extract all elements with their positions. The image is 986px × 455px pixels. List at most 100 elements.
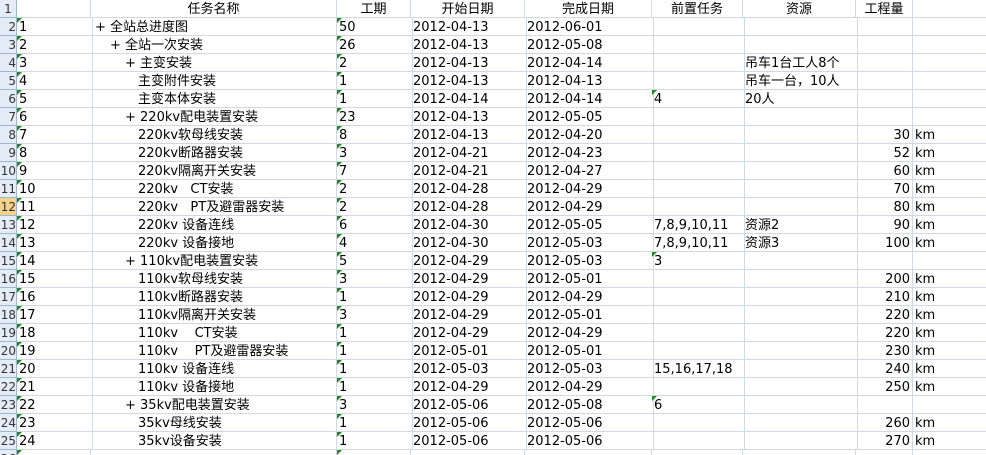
cell-unit[interactable]: km (913, 342, 986, 360)
cell-id[interactable]: 20 (17, 360, 93, 378)
cell-resources[interactable] (743, 432, 858, 450)
cell-id[interactable]: 23 (17, 414, 93, 432)
cell-unit[interactable]: km (913, 180, 986, 198)
cell-task-name[interactable]: 110kv 设备连线 (91, 360, 337, 378)
row-header[interactable]: 11 (0, 180, 17, 198)
cell-start-date[interactable]: 2012-04-29 (411, 306, 527, 324)
cell-quantity[interactable]: 70 (856, 180, 913, 198)
expand-plus-icon[interactable]: + (125, 254, 141, 269)
cell-task-name[interactable]: 220kv 设备连线 (91, 216, 337, 234)
cell-quantity[interactable] (856, 72, 913, 90)
cell-start-date[interactable]: 2012-04-29 (411, 252, 527, 270)
cell-task-name[interactable]: 35kv母线安装 (91, 414, 337, 432)
cell-resources[interactable] (743, 306, 858, 324)
cell-duration[interactable] (337, 450, 411, 455)
cell-id[interactable]: 22 (17, 396, 93, 414)
cell-resources[interactable] (743, 252, 858, 270)
row-header[interactable]: 1 (0, 0, 17, 18)
cell-id[interactable]: 10 (17, 180, 93, 198)
cell-resources[interactable]: 20人 (743, 90, 858, 108)
cell-predecessors[interactable] (652, 144, 745, 162)
cell-duration[interactable]: 7 (337, 162, 413, 180)
cell-id[interactable]: 13 (17, 234, 93, 252)
row-header[interactable]: 22 (0, 378, 17, 396)
cell-task-name[interactable]: 35kv设备安装 (91, 432, 337, 450)
cell-duration[interactable]: 1 (337, 360, 413, 378)
cell-resources[interactable] (743, 162, 858, 180)
cell-quantity[interactable]: 52 (856, 144, 913, 162)
cell-resources[interactable] (743, 414, 858, 432)
cell-resources[interactable] (743, 108, 858, 126)
row-header[interactable]: 3 (0, 36, 17, 54)
cell-task-name[interactable]: 110kv软母线安装 (91, 270, 337, 288)
cell-duration[interactable]: 1 (337, 324, 413, 342)
cell-start-date[interactable]: 2012-04-21 (411, 144, 527, 162)
cell-quantity[interactable]: 90 (856, 216, 913, 234)
cell-duration[interactable]: 23 (337, 108, 413, 126)
cell-quantity[interactable]: 60 (856, 162, 913, 180)
cell-resources[interactable] (743, 270, 858, 288)
cell-duration[interactable]: 2 (337, 198, 413, 216)
cell-unit[interactable]: km (913, 234, 986, 252)
cell-predecessors[interactable] (652, 378, 745, 396)
cell-start-date[interactable] (411, 450, 525, 455)
cell-end-date[interactable]: 2012-04-29 (525, 288, 654, 306)
cell-unit[interactable] (913, 54, 986, 72)
cell-predecessors[interactable] (652, 432, 745, 450)
cell-unit[interactable]: km (913, 198, 986, 216)
cell-unit[interactable] (913, 108, 986, 126)
cell-duration[interactable]: 1 (337, 288, 413, 306)
expand-plus-icon[interactable]: + (125, 398, 141, 413)
cell-quantity[interactable] (856, 252, 913, 270)
cell-predecessors[interactable] (652, 306, 745, 324)
row-header[interactable]: 4 (0, 54, 17, 72)
header-cell-i[interactable] (913, 0, 986, 18)
row-header[interactable]: 17 (0, 288, 17, 306)
cell-resources[interactable] (743, 324, 858, 342)
cell-unit[interactable]: km (913, 378, 986, 396)
cell-end-date[interactable]: 2012-05-01 (525, 306, 654, 324)
row-header[interactable]: 21 (0, 360, 17, 378)
cell-predecessors[interactable]: 3 (652, 252, 745, 270)
cell-end-date[interactable]: 2012-04-29 (525, 198, 654, 216)
cell-predecessors[interactable] (652, 324, 745, 342)
cell-resources[interactable] (743, 342, 858, 360)
cell-unit[interactable]: km (913, 126, 986, 144)
cell-quantity[interactable]: 30 (856, 126, 913, 144)
cell-start-date[interactable]: 2012-04-28 (411, 180, 527, 198)
cell-end-date[interactable]: 2012-05-05 (525, 216, 654, 234)
cell-start-date[interactable]: 2012-04-29 (411, 270, 527, 288)
cell-unit[interactable] (913, 396, 986, 414)
cell-end-date[interactable]: 2012-04-27 (525, 162, 654, 180)
cell-task-name[interactable]: 220kv隔离开关安装 (91, 162, 337, 180)
cell-resources[interactable] (743, 378, 858, 396)
cell-quantity[interactable]: 230 (856, 342, 913, 360)
cell-predecessors[interactable] (652, 180, 745, 198)
cell-quantity[interactable] (856, 54, 913, 72)
cell-predecessors[interactable] (652, 162, 745, 180)
cell-duration[interactable]: 1 (337, 90, 413, 108)
cell-id[interactable]: 6 (17, 108, 93, 126)
cell-task-name[interactable]: 110kv CT安装 (91, 324, 337, 342)
cell-end-date[interactable] (525, 450, 652, 455)
cell-duration[interactable]: 2 (337, 54, 413, 72)
cell-id[interactable]: 5 (17, 90, 93, 108)
cell-predecessors[interactable] (652, 450, 743, 455)
cell-duration[interactable]: 2 (337, 180, 413, 198)
row-header[interactable]: 6 (0, 90, 17, 108)
row-header[interactable]: 16 (0, 270, 17, 288)
cell-end-date[interactable]: 2012-05-01 (525, 270, 654, 288)
cell-task-name[interactable]: 110kv隔离开关安装 (91, 306, 337, 324)
cell-quantity[interactable]: 260 (856, 414, 913, 432)
cell-quantity[interactable] (856, 90, 913, 108)
row-header[interactable]: 15 (0, 252, 17, 270)
cell-task-name[interactable]: 220kv CT安装 (91, 180, 337, 198)
cell-start-date[interactable]: 2012-05-06 (411, 414, 527, 432)
cell-duration[interactable]: 8 (337, 126, 413, 144)
cell-duration[interactable]: 5 (337, 252, 413, 270)
row-header[interactable]: 24 (0, 414, 17, 432)
cell-task-name[interactable] (91, 450, 337, 455)
cell-quantity[interactable]: 220 (856, 306, 913, 324)
cell-start-date[interactable]: 2012-04-13 (411, 18, 527, 36)
cell-duration[interactable]: 1 (337, 378, 413, 396)
